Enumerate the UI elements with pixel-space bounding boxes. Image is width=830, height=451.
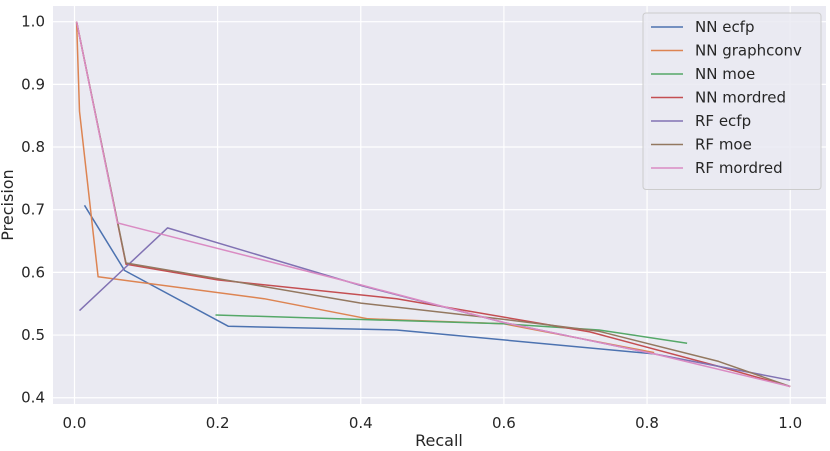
y-axis-label: Precision: [0, 169, 17, 240]
x-tick-label: 0.2: [206, 414, 230, 432]
y-tick-label: 0.7: [21, 201, 45, 219]
legend-label-rf-mordred: RF mordred: [695, 159, 783, 177]
legend-frame: [642, 12, 822, 190]
x-tick-label: 1.0: [778, 414, 802, 432]
series-line-rf-moe: [75, 21, 791, 388]
y-tick-label: 0.8: [21, 138, 45, 156]
legend-label-nn-ecfp: NN ecfp: [695, 18, 755, 36]
y-tick-label: 0.6: [21, 263, 45, 281]
x-axis-label: Recall: [415, 431, 463, 450]
series-line-rf-mordred: [75, 21, 791, 388]
x-tick-label: 0.4: [349, 414, 373, 432]
y-tick-label: 0.9: [21, 75, 45, 93]
series-line-nn-ecfp: [83, 204, 655, 355]
legend-label-nn-moe: NN moe: [695, 65, 755, 83]
x-axis-ticks: 0.0 0.2 0.4 0.6 0.8 1.0: [63, 414, 803, 432]
y-axis-ticks: 0.4 0.5 0.6 0.7 0.8 0.9 1.0: [21, 13, 45, 407]
x-tick-label: 0.0: [63, 414, 87, 432]
y-tick-label: 1.0: [21, 13, 45, 31]
x-tick-label: 0.6: [492, 414, 516, 432]
legend-label-rf-moe: RF moe: [695, 136, 752, 154]
y-tick-label: 0.5: [21, 326, 45, 344]
series-layer: [75, 21, 791, 388]
legend-label-rf-ecfp: RF ecfp: [695, 112, 751, 130]
legend: NN ecfp NN graphconv NN moe NN mordred RF ec…: [642, 12, 822, 190]
legend-label-nn-graphconv: NN graphconv: [695, 42, 802, 60]
x-tick-label: 0.8: [635, 414, 659, 432]
legend-label-nn-mordred: NN mordred: [695, 89, 786, 107]
series-line-nn-moe: [215, 314, 688, 344]
y-tick-label: 0.4: [21, 389, 45, 407]
